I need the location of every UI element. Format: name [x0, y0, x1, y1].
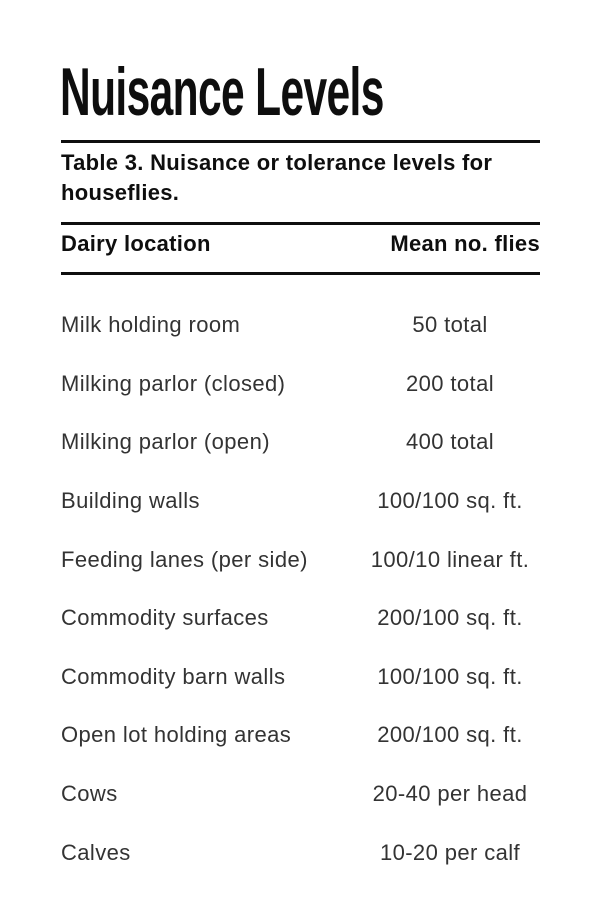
row-mean-no-flies: 200 total [405, 370, 494, 396]
table-row: Open lot holding areas 200/100 sq. ft. [61, 706, 540, 765]
row-mean-no-flies: 100/100 sq. ft. [377, 488, 523, 514]
table-caption-line1: Table 3. Nuisance or tolerance levels fo… [61, 150, 493, 175]
row-mean-no-flies: 400 total [405, 429, 494, 455]
table-header: Dairy location Mean no. flies [61, 231, 540, 257]
row-dairy-location: Calves [61, 839, 131, 865]
table-body: Milk holding room 50 total Milking parlo… [61, 296, 540, 882]
header-top-rule [61, 222, 540, 225]
row-dairy-location: Commodity barn walls [61, 663, 286, 689]
row-dairy-location: Milk holding room [61, 312, 241, 338]
title-rule [61, 140, 540, 143]
table-row: Commodity barn walls 100/100 sq. ft. [61, 648, 540, 707]
row-dairy-location: Milking parlor (open) [61, 429, 270, 455]
row-dairy-location: Milking parlor (closed) [61, 370, 286, 396]
column-header-mean-no-flies: Mean no. flies [390, 231, 540, 256]
table-caption: Table 3. Nuisance or tolerance levels fo… [61, 148, 551, 208]
table-row: Milking parlor (closed) 200 total [61, 355, 540, 414]
table-row: Building walls 100/100 sq. ft. [61, 472, 540, 531]
table-row: Commodity surfaces 200/100 sq. ft. [61, 589, 540, 648]
row-mean-no-flies: 50 total [412, 312, 488, 338]
row-mean-no-flies: 100/10 linear ft. [370, 546, 530, 572]
row-dairy-location: Building walls [61, 488, 200, 514]
row-dairy-location: Open lot holding areas [61, 722, 292, 748]
table-row: Milking parlor (open) 400 total [61, 413, 540, 472]
page-title: Nuisance Levels [60, 54, 384, 130]
column-header-dairy-location: Dairy location [61, 231, 211, 256]
table-row: Calves 10-20 per calf [61, 823, 540, 882]
row-mean-no-flies: 100/100 sq. ft. [377, 663, 523, 689]
header-bottom-rule [61, 272, 540, 275]
row-dairy-location: Feeding lanes (per side) [61, 546, 308, 572]
row-mean-no-flies: 200/100 sq. ft. [377, 722, 523, 748]
row-dairy-location: Commodity surfaces [61, 605, 269, 631]
row-mean-no-flies: 10-20 per calf [379, 839, 521, 865]
table-row: Milk holding room 50 total [61, 296, 540, 355]
row-mean-no-flies: 20-40 per head [372, 781, 528, 807]
row-dairy-location: Cows [61, 781, 118, 807]
table-row: Feeding lanes (per side) 100/10 linear f… [61, 530, 540, 589]
table-row: Cows 20-40 per head [61, 765, 540, 824]
table-caption-line2: houseflies. [61, 180, 180, 205]
row-mean-no-flies: 200/100 sq. ft. [377, 605, 523, 631]
